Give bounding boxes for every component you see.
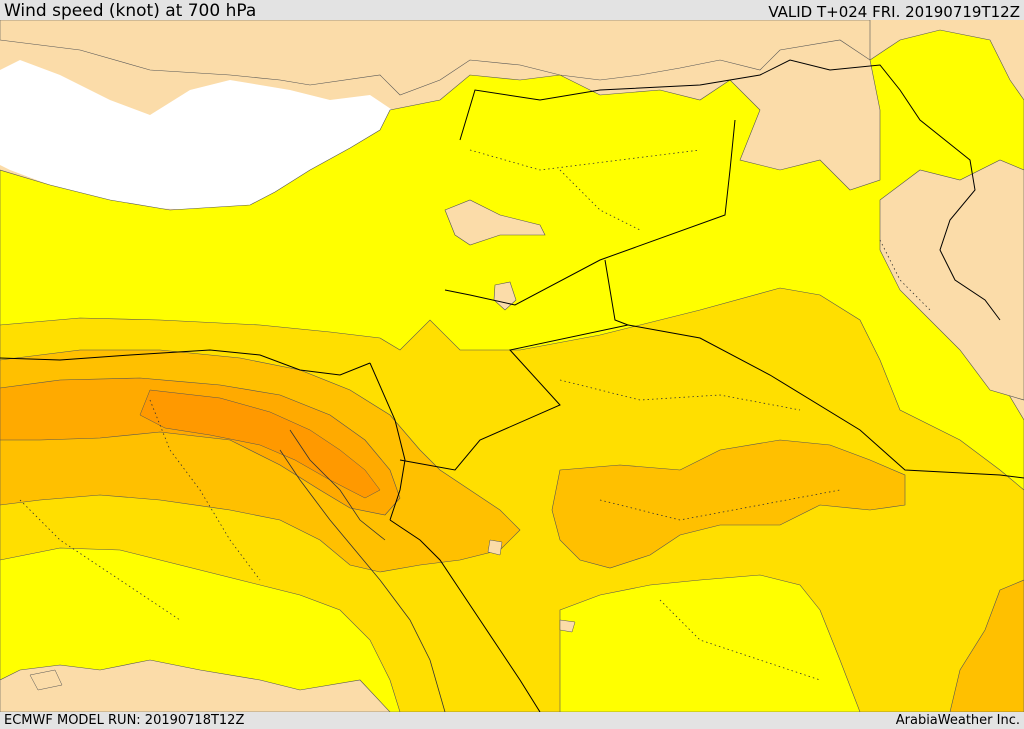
credit-label: ArabiaWeather Inc. <box>895 713 1020 728</box>
model-run-label: ECMWF MODEL RUN: 20190718T12Z <box>4 713 245 728</box>
province-boundaries <box>19 149 931 681</box>
map-title: Wind speed (knot) at 700 hPa <box>4 1 257 21</box>
sea-area <box>0 60 400 210</box>
wind-band-4 <box>0 377 401 516</box>
wind-band-3-corner <box>949 579 1024 712</box>
coastlines <box>279 429 446 712</box>
wind-band-5 <box>139 389 381 499</box>
wind-band-1-southeast <box>559 574 861 712</box>
calm-patch-southwest <box>0 659 391 712</box>
calm-patch-syria <box>444 199 546 246</box>
valid-time: VALID T+024 FRI. 20190719T12Z <box>768 3 1020 21</box>
calm-islet-1 <box>487 539 503 556</box>
footer-bar: ECMWF MODEL RUN: 20190718T12Z ArabiaWeat… <box>0 712 1024 729</box>
wind-band-3-east <box>551 439 906 569</box>
wind-speed-map <box>0 20 1024 712</box>
country-borders <box>0 59 1024 712</box>
calm-patch-small <box>493 281 517 311</box>
calm-islet-2 <box>559 619 576 633</box>
header-bar: Wind speed (knot) at 700 hPa VALID T+024… <box>0 0 1024 20</box>
calm-patch-north <box>0 20 871 96</box>
calm-patch-east <box>879 159 1024 401</box>
calm-islet-3 <box>29 669 63 691</box>
